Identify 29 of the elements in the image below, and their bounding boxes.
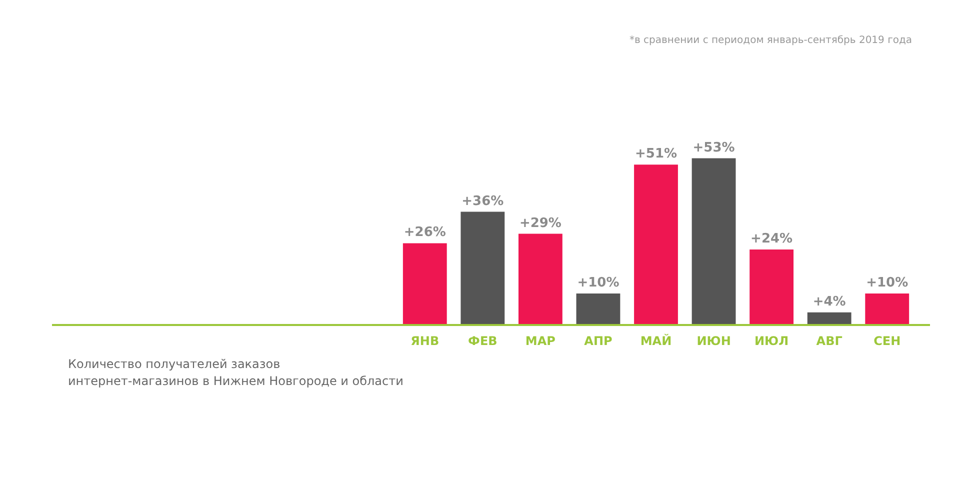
text: Количество получателей заказов интернет-магазинов в Нижнем Новгороде и области (68, 357, 404, 388)
bar (518, 234, 562, 325)
text: *в сравнении с периодом январь-сентябрь 2019 года (629, 35, 912, 46)
x-tick-label: ФЕВ (468, 334, 498, 348)
data-label: +4% (812, 294, 846, 310)
data-label: +51% (634, 146, 678, 162)
x-tick-label: ЯНВ (410, 334, 440, 348)
bar (807, 312, 852, 325)
x-tick-label: АВГ (816, 334, 843, 348)
bar (402, 243, 447, 325)
data-label: +24% (750, 232, 793, 247)
x-tick-label: ИЮН (696, 334, 731, 348)
bar (634, 164, 678, 325)
data-label: +53% (692, 140, 735, 156)
data-label: +29% (519, 216, 562, 231)
data-label: +36% (462, 194, 504, 209)
x-tick-label: ИЮЛ (754, 334, 789, 348)
bar (576, 294, 620, 325)
x-tick-label: СЕН (874, 334, 901, 348)
data-label: +10% (866, 276, 908, 291)
x-tick-label: МАР (525, 334, 556, 348)
x-tick-label: МАЙ (640, 333, 672, 348)
x-tick-label: АПР (584, 334, 612, 348)
bar (692, 158, 736, 325)
bar (460, 212, 505, 325)
data-label: +26% (404, 225, 446, 240)
bar (865, 294, 910, 325)
bar (750, 250, 794, 325)
data-label: +10% (577, 276, 620, 291)
